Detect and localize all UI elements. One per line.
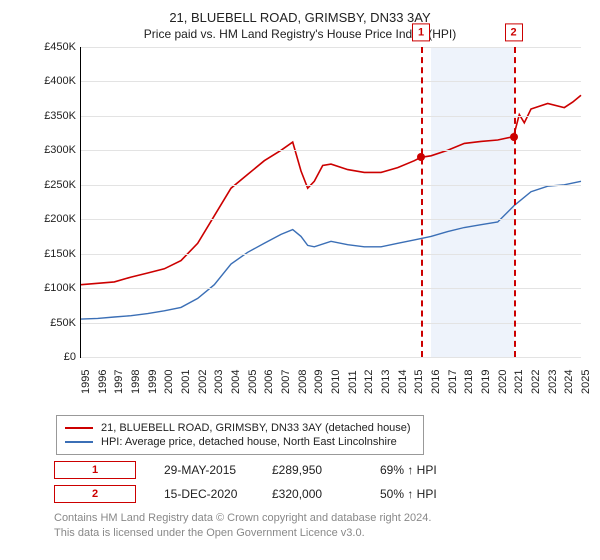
legend-swatch bbox=[65, 441, 93, 443]
legend-row: HPI: Average price, detached house, Nort… bbox=[65, 436, 415, 448]
chart-subtitle: Price paid vs. HM Land Registry's House … bbox=[10, 27, 590, 41]
trade-price: £289,950 bbox=[272, 463, 352, 477]
x-tick-label: 1995 bbox=[80, 370, 92, 394]
x-tick-label: 2008 bbox=[297, 370, 309, 394]
x-tick-label: 2013 bbox=[380, 370, 392, 394]
table-row: 1 29-MAY-2015 £289,950 69% ↑ HPI bbox=[54, 461, 590, 479]
x-tick-label: 2000 bbox=[163, 370, 175, 394]
line-chart: £0 £50K £100K £150K £200K £250K £300K £350K £400… bbox=[30, 47, 590, 397]
event-line bbox=[514, 47, 516, 357]
event-line bbox=[421, 47, 423, 357]
x-tick-label: 1996 bbox=[97, 370, 109, 394]
chart-title: 21, BLUEBELL ROAD, GRIMSBY, DN33 3AY bbox=[10, 10, 590, 25]
x-tick-label: 2001 bbox=[180, 370, 192, 394]
x-tick-label: 1999 bbox=[147, 370, 159, 394]
marker-icon: 2 bbox=[54, 485, 136, 503]
legend: 21, BLUEBELL ROAD, GRIMSBY, DN33 3AY (de… bbox=[56, 415, 424, 455]
x-tick-label: 2002 bbox=[197, 370, 209, 394]
marker-icon: 1 bbox=[54, 461, 136, 479]
trade-date: 29-MAY-2015 bbox=[164, 463, 244, 477]
event-dot bbox=[510, 133, 518, 141]
y-tick-label: £0 bbox=[30, 351, 76, 363]
x-tick-label: 2012 bbox=[363, 370, 375, 394]
y-tick-label: £450K bbox=[30, 41, 76, 53]
trade-pct: 50% ↑ HPI bbox=[380, 487, 460, 501]
x-tick-label: 2005 bbox=[247, 370, 259, 394]
legend-row: 21, BLUEBELL ROAD, GRIMSBY, DN33 3AY (de… bbox=[65, 422, 415, 434]
marker-icon: 2 bbox=[505, 23, 523, 41]
transactions-table: 1 29-MAY-2015 £289,950 69% ↑ HPI 2 15-DE… bbox=[54, 461, 590, 503]
x-tick-label: 2010 bbox=[330, 370, 342, 394]
x-tick-label: 1998 bbox=[130, 370, 142, 394]
trade-price: £320,000 bbox=[272, 487, 352, 501]
footer-line: Contains HM Land Registry data © Crown c… bbox=[54, 511, 590, 526]
x-tick-label: 2025 bbox=[580, 370, 592, 394]
trade-pct: 69% ↑ HPI bbox=[380, 463, 460, 477]
y-tick-label: £100K bbox=[30, 282, 76, 294]
x-tick-label: 2009 bbox=[313, 370, 325, 394]
y-tick-label: £200K bbox=[30, 213, 76, 225]
legend-label: 21, BLUEBELL ROAD, GRIMSBY, DN33 3AY (de… bbox=[101, 422, 411, 434]
x-tick-label: 2011 bbox=[347, 370, 359, 394]
series-hpi bbox=[81, 181, 581, 319]
y-tick-label: £350K bbox=[30, 110, 76, 122]
table-row: 2 15-DEC-2020 £320,000 50% ↑ HPI bbox=[54, 485, 590, 503]
legend-swatch bbox=[65, 427, 93, 429]
footer-attribution: Contains HM Land Registry data © Crown c… bbox=[54, 511, 590, 541]
x-tick-label: 2007 bbox=[280, 370, 292, 394]
x-tick-label: 2014 bbox=[397, 370, 409, 394]
plot-area: 12 bbox=[80, 47, 581, 358]
series-layer bbox=[81, 47, 581, 357]
x-tick-label: 2015 bbox=[413, 370, 425, 394]
x-tick-label: 2004 bbox=[230, 370, 242, 394]
x-tick-label: 2018 bbox=[463, 370, 475, 394]
x-tick-label: 2019 bbox=[480, 370, 492, 394]
series-price_paid bbox=[81, 95, 581, 285]
x-tick-label: 2023 bbox=[547, 370, 559, 394]
y-tick-label: £150K bbox=[30, 248, 76, 260]
y-tick-label: £50K bbox=[30, 317, 76, 329]
footer-line: This data is licensed under the Open Gov… bbox=[54, 526, 590, 541]
legend-label: HPI: Average price, detached house, Nort… bbox=[101, 436, 397, 448]
x-tick-label: 2017 bbox=[447, 370, 459, 394]
x-tick-label: 2016 bbox=[430, 370, 442, 394]
x-tick-label: 2020 bbox=[497, 370, 509, 394]
x-tick-label: 2006 bbox=[263, 370, 275, 394]
trade-date: 15-DEC-2020 bbox=[164, 487, 244, 501]
x-tick-label: 2024 bbox=[563, 370, 575, 394]
x-tick-label: 2022 bbox=[530, 370, 542, 394]
y-tick-label: £250K bbox=[30, 179, 76, 191]
x-tick-label: 2021 bbox=[513, 370, 525, 394]
marker-icon: 1 bbox=[412, 23, 430, 41]
x-tick-label: 2003 bbox=[213, 370, 225, 394]
y-tick-label: £400K bbox=[30, 75, 76, 87]
event-dot bbox=[417, 153, 425, 161]
x-tick-label: 1997 bbox=[113, 370, 125, 394]
y-tick-label: £300K bbox=[30, 144, 76, 156]
